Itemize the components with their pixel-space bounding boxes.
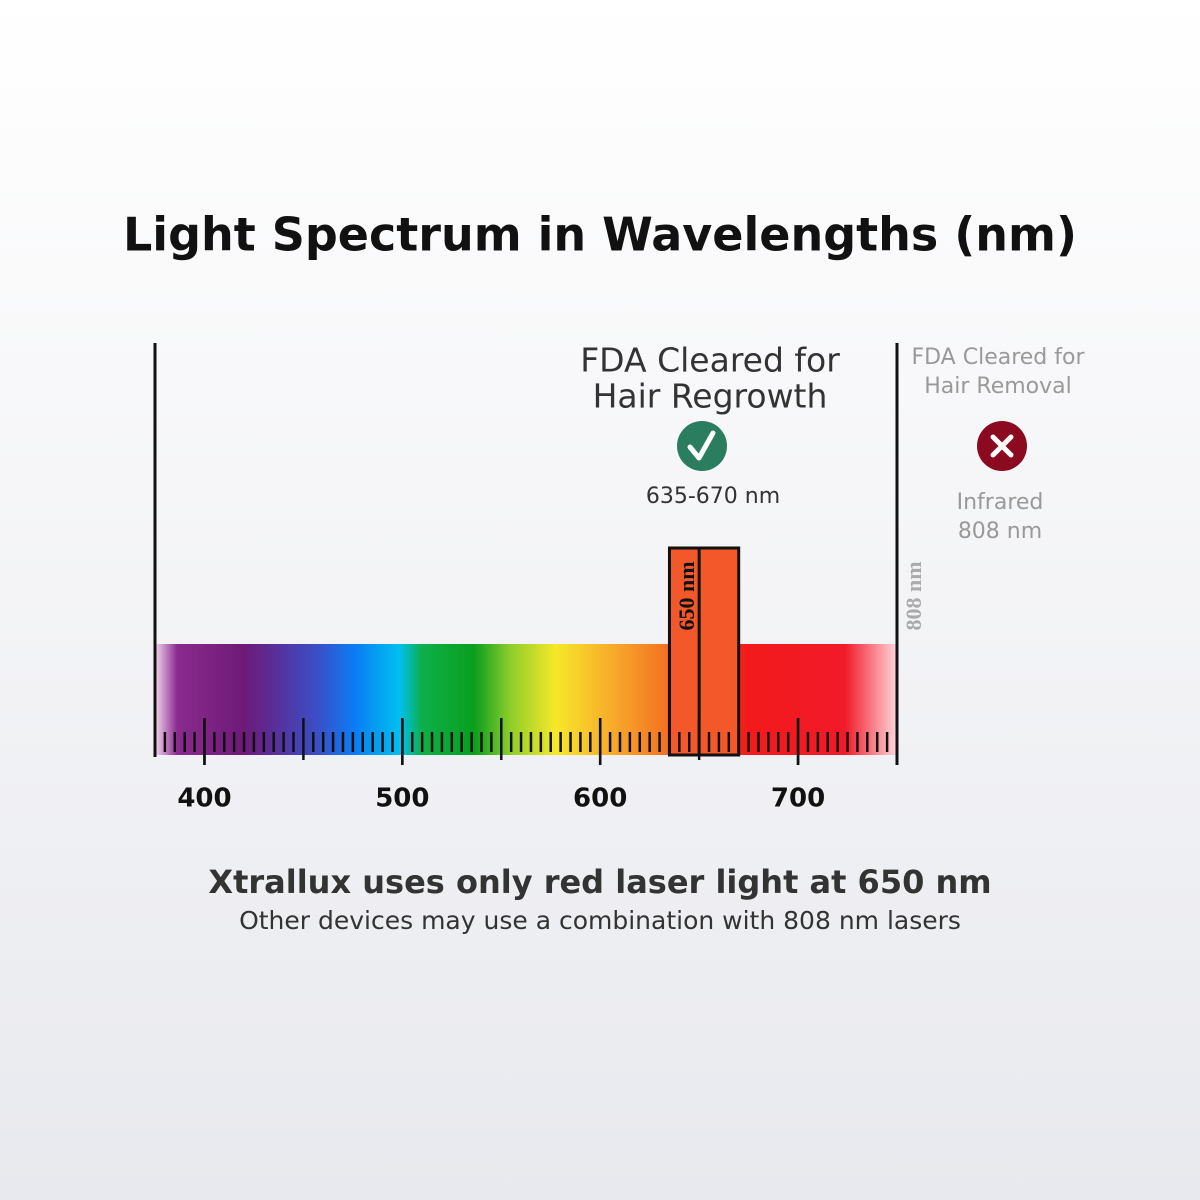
tick-label: 500 (375, 784, 429, 814)
title: Light Spectrum in Wavelengths (nm) (123, 208, 1077, 262)
edge-label: 808 nm (901, 561, 926, 630)
tick-label: 400 (177, 784, 231, 814)
regrowth-label: Hair Regrowth (593, 377, 828, 416)
tick-label: 600 (573, 784, 627, 814)
footer-subheading: Other devices may use a combination with… (239, 906, 961, 935)
center-label: 650 nm (674, 561, 699, 630)
regrowth-band (667, 546, 741, 757)
x-mark (990, 434, 1014, 458)
spectrum-band (155, 644, 897, 755)
check-mark (687, 430, 716, 461)
tick-label: 700 (771, 784, 825, 814)
removal-detail: 808 nm (958, 519, 1042, 544)
regrowth-range: 635-670 nm (646, 484, 780, 509)
removal-detail: Infrared (957, 490, 1044, 515)
regrowth-label: FDA Cleared for (580, 341, 840, 380)
removal-label: Hair Removal (924, 374, 1072, 399)
check-icon (677, 421, 727, 471)
footer-heading: Xtrallux uses only red laser light at 65… (208, 863, 991, 901)
removal-label: FDA Cleared for (911, 345, 1085, 370)
